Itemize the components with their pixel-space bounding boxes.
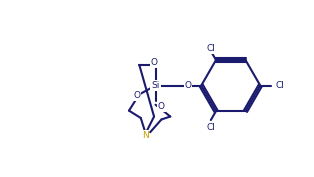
- Text: O: O: [158, 102, 165, 111]
- Text: Cl: Cl: [275, 81, 284, 90]
- Text: O: O: [133, 91, 140, 100]
- Text: O: O: [185, 81, 192, 90]
- Text: Si: Si: [151, 81, 160, 90]
- Text: Cl: Cl: [206, 123, 215, 132]
- Text: N: N: [142, 131, 149, 140]
- Text: O: O: [150, 58, 158, 67]
- Text: Cl: Cl: [206, 44, 215, 53]
